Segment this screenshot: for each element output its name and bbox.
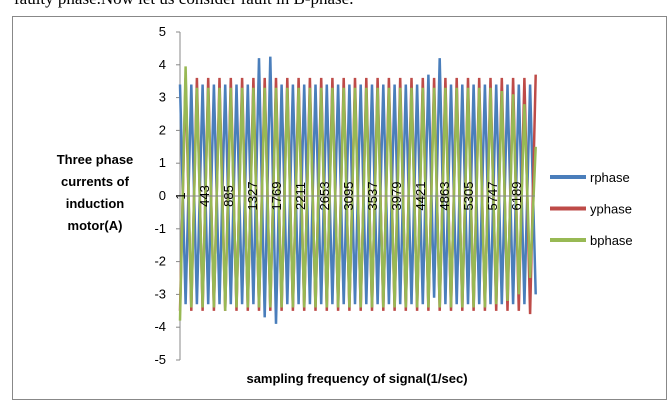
x-tick-label: 3095 (341, 182, 356, 211)
x-tick-label: 3537 (365, 182, 380, 211)
y-axis-label-line: Three phase (57, 152, 134, 167)
y-tick-label: 1 (159, 155, 166, 170)
y-tick-label: -3 (154, 286, 166, 301)
y-tick-label: 2 (159, 122, 166, 137)
y-tick-label: -5 (154, 352, 166, 367)
y-tick-label: -1 (154, 221, 166, 236)
page-text: faulty phase.Now let us consider fault i… (14, 0, 353, 8)
x-tick-label: 1769 (269, 182, 284, 211)
legend-label: bphase (590, 233, 633, 248)
y-axis-label-line: motor(A) (68, 218, 123, 233)
x-tick-label: 4421 (413, 182, 428, 211)
legend-label: rphase (590, 170, 630, 185)
y-tick-label: 3 (159, 90, 166, 105)
y-axis-label: Three phase currents of induction motor(A) (57, 152, 134, 233)
x-tick-label: 3979 (389, 182, 404, 211)
y-tick-label: -2 (154, 254, 166, 269)
y-tick-label: 5 (159, 24, 166, 39)
y-tick-label: 0 (159, 188, 166, 203)
x-tick-label: 885 (221, 185, 236, 207)
y-tick-label: 4 (159, 57, 166, 72)
x-tick-label: 4863 (437, 182, 452, 211)
x-tick-label: 2653 (317, 182, 332, 211)
y-tick-label: -4 (154, 319, 166, 334)
x-tick-label: 5747 (485, 182, 500, 211)
x-tick-label: 2211 (293, 182, 308, 210)
x-axis-label: sampling frequency of signal(1/sec) (246, 371, 467, 386)
y-axis-label-line: induction (66, 196, 125, 211)
y-axis-label-line: currents of (61, 174, 130, 189)
legend-label: yphase (590, 202, 632, 217)
x-tick-label: 1327 (245, 182, 260, 211)
x-tick-label: 6189 (509, 182, 524, 211)
series-line (178, 66, 537, 321)
x-tick-label: 5305 (461, 182, 476, 211)
x-tick-label: 443 (197, 185, 212, 207)
x-tick-label: 1 (173, 192, 188, 199)
chart-border (12, 16, 667, 400)
